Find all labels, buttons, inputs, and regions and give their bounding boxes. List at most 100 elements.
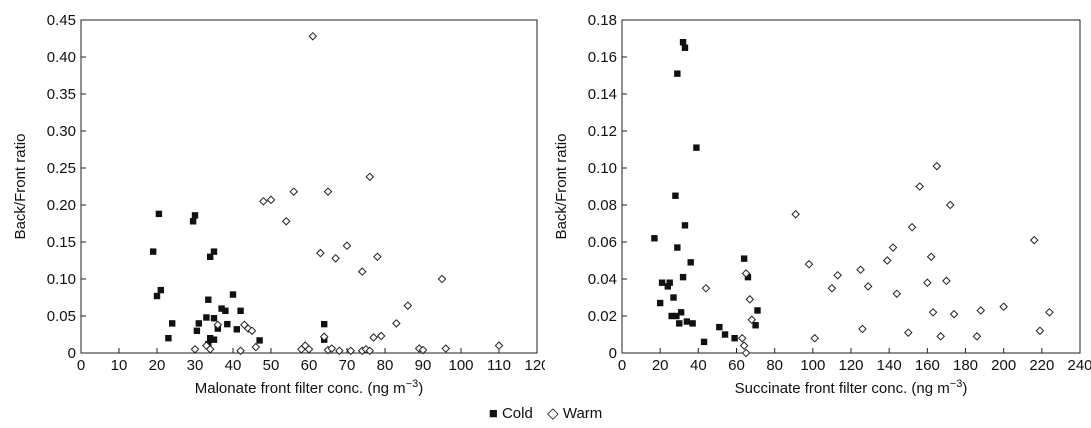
malonate-cold-point: [193, 327, 201, 334]
malonate-y-tick-label: 0.35: [47, 86, 76, 103]
malonate-warm-point: [373, 252, 382, 262]
malonate-cold-point: [153, 292, 161, 300]
malonate-warm-point: [236, 346, 245, 356]
malonate-x-tick-label: 120: [524, 357, 545, 374]
malonate-warm-point: [190, 344, 200, 354]
malonate-warm-point: [281, 216, 291, 226]
malonate-warm-point: [247, 326, 257, 336]
malonate-cold-point: [191, 212, 199, 219]
malonate-cold-point: [150, 248, 157, 255]
succinate-warm-point: [945, 200, 955, 210]
malonate-x-tick-label: 0: [77, 357, 85, 374]
succinate-warm-point: [888, 243, 898, 252]
succinate-y-tick-label: 0.10: [588, 160, 617, 177]
succinate-y-tick-label: 0.18: [588, 12, 617, 29]
malonate-cold-point: [224, 320, 231, 328]
malonate-warm-point: [327, 344, 337, 353]
malonate-cold-point: [256, 337, 263, 344]
succinate-cold-point: [658, 279, 666, 286]
succinate-warm-point: [903, 328, 913, 337]
succinate-cold-point: [677, 309, 685, 316]
malonate-x-tick-label: 40: [225, 357, 242, 374]
succinate-cold-point: [666, 279, 673, 286]
succinate-x-tick-label: 200: [991, 357, 1016, 374]
succinate-cold-point: [679, 39, 687, 46]
malonate-warm-point: [365, 346, 375, 356]
malonate-warm-point: [365, 172, 375, 182]
malonate-y-axis-title: Back/Front ratio: [12, 134, 29, 240]
succinate-cold-point: [687, 259, 694, 266]
legend: ■ Cold ◇ Warm: [0, 404, 1091, 422]
malonate-warm-point: [308, 31, 318, 41]
succinate-cold-point: [676, 320, 683, 327]
malonate-warm-point: [441, 344, 451, 353]
succinate-warm-point: [1035, 326, 1045, 336]
malonate-y-tick-label: 0.05: [47, 308, 76, 325]
malonate-cold-point: [205, 296, 212, 303]
succinate-cold-point: [674, 244, 681, 251]
succinate-warm-point: [741, 269, 751, 278]
succinate-cold-point: [651, 235, 658, 242]
malonate-warm-point: [213, 320, 223, 330]
succinate-cold-point: [752, 322, 759, 329]
malonate-warm-point: [494, 341, 504, 350]
succinate-cold-point: [670, 294, 677, 301]
succinate-warm-point: [1029, 235, 1039, 245]
malonate-y-tick-label: 0: [68, 345, 76, 362]
succinate-y-tick-label: 0.06: [588, 234, 617, 251]
malonate-cold-point: [195, 320, 202, 327]
succinate-x-tick-label: 220: [1029, 357, 1054, 374]
malonate-warm-point: [205, 344, 215, 354]
malonate-x-tick-label: 70: [339, 357, 356, 374]
succinate-y-tick-label: 0: [609, 345, 617, 362]
malonate-x-tick-label: 110: [487, 357, 511, 374]
succinate-warm-point: [856, 265, 865, 275]
malonate-x-tick-label: 80: [377, 357, 394, 374]
succinate-x-tick-label: 80: [766, 357, 783, 374]
malonate-warm-point: [335, 346, 344, 356]
malonate-cold-point: [169, 320, 176, 327]
succinate-warm-point: [949, 309, 959, 319]
malonate-warm-point: [346, 346, 356, 356]
succinate-x-tick-label: 100: [800, 357, 825, 374]
legend-warm-marker: ◇: [547, 405, 559, 422]
succinate-cold-point: [731, 335, 738, 342]
succinate-warm-point: [923, 278, 932, 288]
succinate-x-tick-label: 20: [652, 357, 669, 374]
succinate-x-tick-label: 0: [618, 357, 626, 374]
succinate-warm-point: [701, 283, 711, 293]
succinate-cold-point: [681, 44, 689, 51]
succinate-cold-point: [754, 307, 761, 314]
succinate-warm-point: [745, 295, 755, 304]
succinate-cold-point: [672, 192, 679, 199]
succinate-warm-point: [858, 324, 867, 334]
succinate-warm-point: [810, 333, 820, 343]
malonate-warm-point: [437, 274, 447, 284]
succinate-warm-point: [976, 306, 986, 315]
malonate-x-tick-label: 10: [111, 357, 128, 374]
malonate-warm-point: [323, 187, 333, 196]
malonate-warm-point: [304, 344, 314, 354]
succinate-warm-point: [972, 332, 982, 341]
malonate-warm-point: [357, 267, 367, 276]
malonate-warm-point: [259, 196, 268, 206]
succinate-cold-point: [716, 323, 723, 331]
malonate-warm-point: [251, 342, 261, 352]
malonate-y-tick-label: 0.10: [47, 271, 76, 288]
succinate-y-tick-label: 0.04: [588, 271, 617, 288]
succinate-warm-point: [928, 307, 938, 317]
malonate-cold-point: [210, 336, 218, 343]
succinate-y-axis-title: Back/Front ratio: [553, 134, 570, 240]
legend-cold-marker: ■: [488, 405, 498, 422]
malonate-plot-frame: [80, 19, 538, 354]
succinate-y-tick-label: 0.08: [588, 197, 617, 214]
malonate-cold-point: [222, 307, 229, 315]
succinate-cold-point: [700, 338, 708, 346]
malonate-warm-point: [319, 332, 329, 342]
succinate-warm-point: [999, 302, 1008, 312]
malonate-y-tick-label: 0.40: [47, 49, 76, 66]
succinate-x-tick-label: 40: [690, 357, 707, 374]
legend-warm-label: Warm: [562, 405, 603, 422]
malonate-warm-point: [403, 301, 413, 310]
